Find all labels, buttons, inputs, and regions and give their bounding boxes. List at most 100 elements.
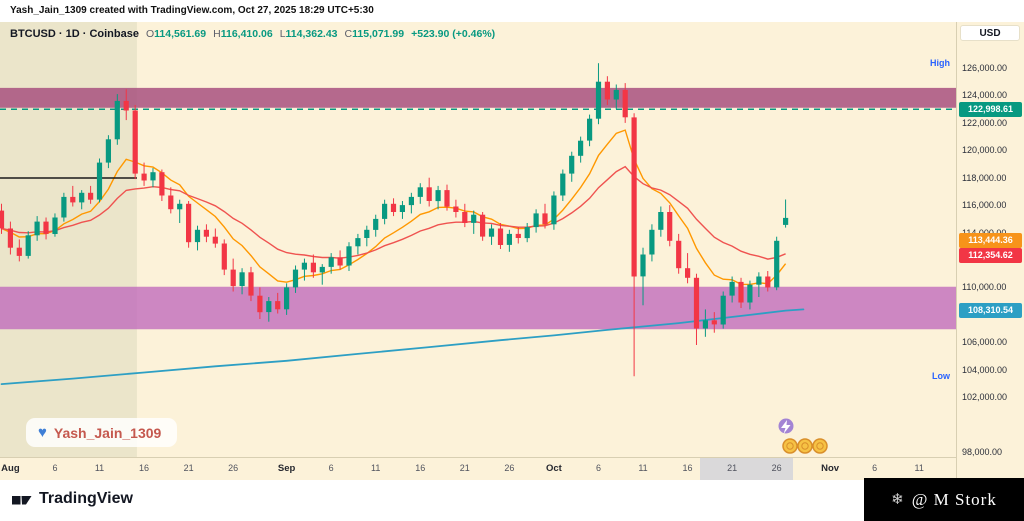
candle[interactable] (408, 192, 414, 214)
candle[interactable] (444, 184, 450, 211)
candle[interactable] (774, 236, 780, 291)
candle[interactable] (542, 203, 548, 229)
candle[interactable] (132, 105, 138, 180)
candle[interactable] (631, 113, 637, 377)
candle[interactable] (524, 223, 530, 243)
ema-slow-price-label[interactable]: 112,354.62 (959, 247, 1022, 263)
chart-plot[interactable]: BTCUSD · 1D · Coinbase O 114,561.69 H 116,… (0, 22, 956, 457)
candle[interactable] (239, 268, 245, 295)
candle[interactable] (738, 277, 744, 308)
demand-zone[interactable] (0, 286, 956, 330)
candle[interactable] (257, 287, 263, 319)
candle[interactable] (301, 258, 307, 281)
candle[interactable] (613, 84, 619, 110)
candle[interactable] (702, 309, 708, 337)
candle[interactable] (230, 258, 236, 292)
candle[interactable] (70, 185, 76, 207)
candle[interactable] (595, 63, 602, 125)
candle[interactable] (88, 185, 94, 204)
candle[interactable] (177, 199, 183, 223)
chart-canvas[interactable] (0, 22, 956, 457)
candle[interactable] (123, 89, 129, 121)
candle[interactable] (310, 254, 316, 278)
candle[interactable] (373, 214, 379, 237)
candle[interactable] (622, 83, 628, 123)
candle[interactable] (355, 233, 361, 255)
ema-fast-line[interactable] (1, 129, 787, 286)
candle[interactable] (382, 199, 388, 225)
candle[interactable] (203, 224, 209, 243)
candle[interactable] (765, 271, 771, 292)
candle[interactable] (168, 187, 174, 214)
candle[interactable] (186, 201, 192, 248)
candle[interactable] (711, 312, 717, 333)
candle[interactable] (292, 265, 299, 293)
candle[interactable] (79, 190, 85, 210)
candle[interactable] (471, 210, 477, 234)
candle[interactable] (676, 233, 682, 274)
candle[interactable] (96, 158, 103, 203)
candle[interactable] (551, 191, 557, 230)
candle[interactable] (284, 283, 290, 315)
candle[interactable] (337, 250, 343, 270)
long-ma-line[interactable] (0, 308, 805, 386)
candle[interactable] (212, 228, 218, 248)
candle[interactable] (417, 183, 423, 204)
long-ma-price-label[interactable]: 108,310.54 (959, 303, 1022, 319)
candle[interactable] (506, 229, 512, 252)
candle[interactable] (390, 198, 397, 217)
ema-fast-price-label[interactable]: 113,444.36 (959, 232, 1022, 248)
candle[interactable] (533, 209, 539, 233)
candle[interactable] (497, 223, 504, 249)
candle[interactable] (462, 203, 468, 228)
supply-zone[interactable] (0, 87, 956, 108)
candle[interactable] (34, 216, 40, 241)
currency-button[interactable]: USD (960, 25, 1020, 41)
candle[interactable] (569, 151, 575, 182)
level-price-label[interactable]: 122,998.61 (959, 101, 1022, 117)
candle[interactable] (480, 212, 486, 241)
candle[interactable] (150, 168, 156, 188)
candle[interactable] (61, 192, 67, 222)
candle[interactable] (266, 297, 272, 322)
candle[interactable] (114, 94, 120, 145)
candle[interactable] (426, 177, 432, 207)
candle[interactable] (399, 201, 405, 219)
candle[interactable] (435, 185, 441, 210)
price-axis[interactable]: USD 126,000.00 124,000.00 122,000.00 120,00… (956, 22, 1024, 480)
candle[interactable] (747, 280, 753, 310)
tradingview-logo[interactable]: TradingView (12, 489, 133, 509)
candle[interactable] (43, 217, 49, 240)
candle[interactable] (453, 199, 459, 218)
candle[interactable] (729, 276, 735, 303)
candle[interactable] (604, 76, 610, 105)
candle[interactable] (141, 162, 147, 186)
candle[interactable] (16, 239, 22, 262)
candle[interactable] (346, 242, 352, 271)
candle[interactable] (25, 231, 31, 259)
candle[interactable] (0, 203, 5, 234)
candle[interactable] (720, 291, 726, 329)
candle[interactable] (52, 213, 58, 237)
ema-slow-line[interactable] (1, 165, 786, 260)
candle[interactable] (658, 206, 664, 237)
candle[interactable] (275, 292, 281, 314)
candle[interactable] (248, 266, 254, 302)
candle[interactable] (221, 239, 227, 276)
candle[interactable] (693, 273, 700, 345)
candle[interactable] (364, 225, 370, 247)
candle[interactable] (488, 224, 495, 245)
candle[interactable] (319, 264, 325, 285)
candle[interactable] (159, 169, 165, 202)
time-axis[interactable]: Aug 6 11 16 21 26 Sep 6 11 16 21 26 Oct 6 11 16 21 26 Nov 6… (0, 457, 956, 480)
candle[interactable] (756, 272, 762, 297)
candle[interactable] (578, 136, 584, 163)
candle[interactable] (194, 225, 201, 251)
candle[interactable] (685, 253, 691, 284)
candle[interactable] (667, 205, 673, 247)
candle[interactable] (328, 253, 334, 274)
candle[interactable] (105, 135, 111, 169)
symbol-title[interactable]: BTCUSD · 1D · Coinbase (10, 28, 139, 40)
candle[interactable] (783, 199, 789, 228)
candle[interactable] (560, 169, 566, 202)
